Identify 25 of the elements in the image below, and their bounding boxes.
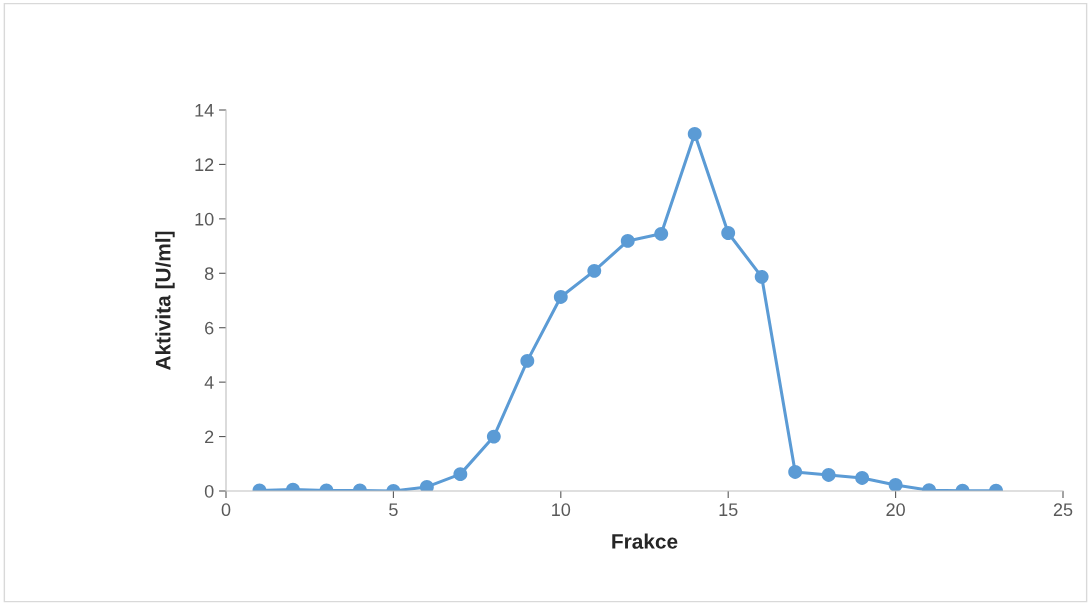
point	[721, 226, 736, 240]
y-tick-label: 2	[205, 430, 214, 444]
y-tick-label: 6	[205, 321, 214, 335]
x-axis-title: Frakce	[612, 533, 678, 549]
point	[654, 226, 669, 241]
y-tick-label: 4	[204, 376, 214, 389]
point	[419, 479, 434, 491]
point	[587, 263, 602, 278]
x-tick-label: 25	[1053, 503, 1073, 517]
y-tick-label: 8	[204, 267, 214, 281]
point	[754, 269, 769, 284]
x-tick-label: 15	[719, 503, 738, 517]
y-tick-label: 12	[195, 158, 214, 171]
y-tick-label: 0	[204, 484, 214, 498]
point	[553, 290, 568, 304]
x-tick-label: 5	[389, 503, 398, 517]
point	[687, 127, 702, 141]
y-axis-title: Aktivita [U/ml]	[155, 231, 175, 371]
y-tick-label: 10	[195, 212, 214, 226]
x-tick-label: 20	[886, 503, 905, 517]
point	[520, 353, 535, 368]
x-tick-label: 10	[552, 503, 571, 517]
point	[620, 233, 635, 248]
y-tick-label: 14	[195, 104, 214, 117]
x-tick-label: 0	[221, 503, 231, 517]
